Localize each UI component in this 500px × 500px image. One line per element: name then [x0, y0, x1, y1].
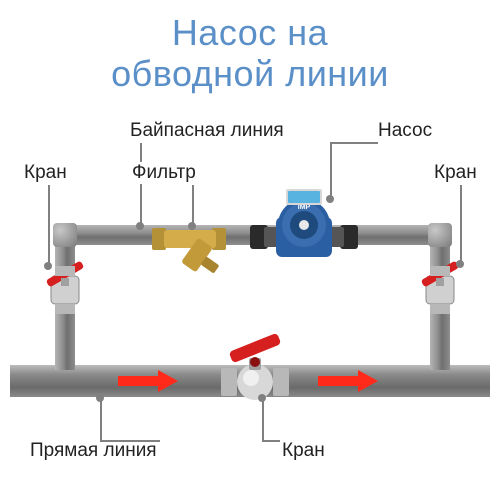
valve-left	[33, 258, 93, 318]
svg-text:IMP: IMP	[298, 204, 311, 211]
pointer-pump-v	[330, 142, 332, 198]
dot-vr	[456, 260, 464, 268]
pump: IMP	[250, 185, 360, 275]
label-filter: Фильтр	[130, 162, 198, 184]
pointer-main-h	[100, 440, 160, 442]
elbow-tr	[428, 223, 452, 247]
dot-filter	[188, 222, 196, 230]
dot-pump	[326, 195, 334, 203]
dot-bypass	[136, 222, 144, 230]
flow-arrow-left	[118, 370, 178, 392]
dot-vl	[44, 262, 52, 270]
elbow-tl	[53, 223, 77, 247]
pointer-vb-v	[262, 398, 264, 440]
label-valve-bottom: Кран	[280, 440, 327, 462]
pointer-main-v	[100, 398, 102, 440]
flow-arrow-right	[318, 370, 378, 392]
pump-bypass-diagram: IMP Байпасная линия Насос Кран Фильтр Кр	[0, 0, 500, 500]
pointer-bypass-v	[140, 143, 142, 225]
label-pump: Насос	[376, 120, 434, 142]
label-valve-right: Кран	[432, 162, 479, 184]
label-valve-left: Кран	[22, 162, 69, 184]
label-bypass: Байпасная линия	[128, 120, 286, 142]
valve-bottom	[215, 330, 295, 400]
dot-vb	[258, 394, 266, 402]
pointer-vr-v	[460, 185, 462, 263]
dot-main	[96, 394, 104, 402]
pointer-filter-v	[192, 185, 194, 225]
pointer-pump-h	[330, 142, 378, 144]
pointer-vb-h	[262, 440, 280, 442]
label-main: Прямая линия	[28, 440, 159, 462]
filter	[150, 208, 230, 278]
pointer-vl-v	[48, 185, 50, 265]
